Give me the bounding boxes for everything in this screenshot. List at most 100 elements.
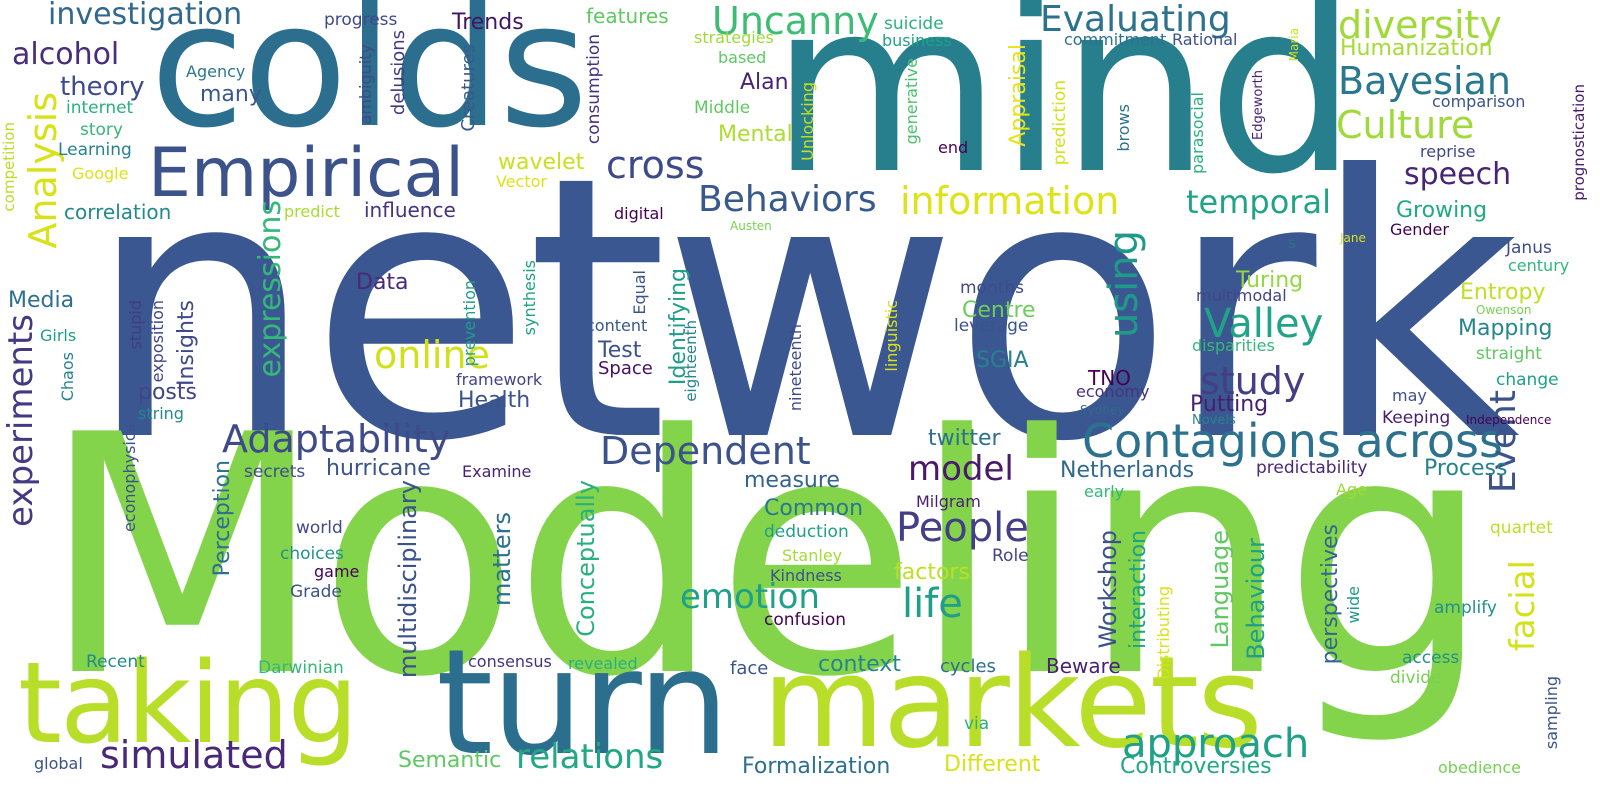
word-different: Different xyxy=(944,752,1041,777)
word-conceptually: Conceptually xyxy=(572,480,600,637)
word-formalization: Formalization xyxy=(742,754,891,779)
word-evaluating: Evaluating xyxy=(1040,0,1231,40)
word-adaptability: Adaptability xyxy=(222,417,451,461)
word-bayesian: Bayesian xyxy=(1338,59,1511,103)
word-growing: Growing xyxy=(1396,198,1488,223)
word-prediction: prediction xyxy=(1050,80,1070,166)
word-markets: markets xyxy=(762,629,1263,776)
word-amplify: amplify xyxy=(1434,598,1497,618)
word-analysis: Analysis xyxy=(21,92,65,249)
word-end: end xyxy=(938,138,969,157)
word-matters: matters xyxy=(488,512,516,607)
word-wide: wide xyxy=(1344,586,1363,624)
word-deduction: deduction xyxy=(764,522,849,542)
word-interaction: interaction xyxy=(1126,530,1151,649)
word-chaos: Chaos xyxy=(58,352,77,402)
word-process: Process xyxy=(1424,456,1508,481)
word-janus: Janus xyxy=(1506,238,1552,258)
word-investigation: investigation xyxy=(48,0,243,32)
word-game: game xyxy=(314,562,360,581)
word-competition: competition xyxy=(0,122,18,212)
word-world: world xyxy=(296,518,343,538)
word-stupid: stupid xyxy=(126,300,145,350)
word-wavelet: wavelet xyxy=(498,150,585,175)
word-modeling: Modeling xyxy=(40,365,1492,749)
word-strategies: strategies xyxy=(694,28,774,47)
word-confusion: confusion xyxy=(764,610,847,630)
word-milgram: Milgram xyxy=(916,492,981,511)
word-netherlands: Netherlands xyxy=(1060,458,1195,483)
word-controversies: Controversies xyxy=(1120,754,1272,779)
word-via: via xyxy=(964,714,990,734)
word-obedience: obedience xyxy=(1438,758,1522,777)
word-mind: mind xyxy=(770,0,1358,227)
word-turing: Turing xyxy=(1236,268,1304,293)
word-creatures: Creatures xyxy=(458,44,479,132)
word-beware: Beware xyxy=(1046,654,1121,678)
word-novels: Novels xyxy=(1192,413,1236,428)
word-alcohol: alcohol xyxy=(12,37,120,72)
word-predictability: predictability xyxy=(1256,458,1368,478)
word-model: facial xyxy=(1503,560,1543,652)
word-girls: Girls xyxy=(40,326,77,345)
word-turn: turn xyxy=(436,618,730,788)
word-twitter: twitter xyxy=(928,426,1001,451)
word-internet: internet xyxy=(66,98,134,118)
word-months: months xyxy=(960,278,1025,298)
word-online: online xyxy=(374,333,490,377)
word-speech: speech xyxy=(1404,157,1512,192)
word-relations: relations xyxy=(516,737,664,777)
word-disparities: disparities xyxy=(1192,336,1275,355)
word-quartet: quartet xyxy=(1490,518,1553,538)
word-jane: Jane xyxy=(1340,231,1366,245)
word-leverage: leverage xyxy=(954,316,1029,336)
word-simulated: simulated xyxy=(100,733,288,777)
word-agency: Agency xyxy=(186,62,246,81)
word-comparison: comparison xyxy=(1432,92,1526,111)
word-commitment: commitment xyxy=(1064,30,1167,49)
word-based: based xyxy=(718,48,767,67)
word-cross: cross xyxy=(606,143,705,187)
word-consumption: consumption xyxy=(584,34,604,145)
word-using: using xyxy=(1101,230,1147,339)
word-secrets: secrets xyxy=(244,462,306,482)
word-parasocial: parasocial xyxy=(1188,92,1207,174)
word-correlation: correlation xyxy=(64,200,172,224)
word-approach: approach xyxy=(1122,721,1310,767)
word-life: life xyxy=(902,581,963,627)
word-features: features xyxy=(586,4,669,28)
word-diversity: diversity xyxy=(1338,3,1502,47)
word-business: business xyxy=(882,31,952,50)
word-face: face xyxy=(730,658,769,679)
word-workshop: Workshop xyxy=(1094,530,1122,649)
word-vector: Vector xyxy=(496,172,547,191)
word-alan: Alan xyxy=(740,70,789,95)
word-predict: predict xyxy=(284,202,340,221)
word-kindness: Kindness xyxy=(770,566,842,585)
word-space: Space xyxy=(598,358,653,379)
word-health: Health xyxy=(458,388,531,413)
word-middle: Middle xyxy=(694,98,751,118)
word-multidisciplinary: multidisciplinary xyxy=(394,480,422,679)
word-posts: posts xyxy=(138,380,197,405)
word-choices: choices xyxy=(280,544,344,564)
word-may: may xyxy=(1392,386,1427,405)
word-tno: TNO xyxy=(1088,366,1131,390)
word-cycles: cycles xyxy=(940,656,996,677)
word-stanley: Stanley xyxy=(782,546,843,565)
word-multimodal: multimodal xyxy=(1196,286,1287,305)
word-prognostication: prognostication xyxy=(1570,84,1588,201)
word-eighteenth: eighteenth xyxy=(682,320,700,402)
word-grade: Grade xyxy=(290,582,342,602)
word-straight: straight xyxy=(1476,344,1542,364)
word-sgia: SGIA xyxy=(976,348,1029,373)
word-generative: generative xyxy=(902,58,921,145)
word-factors: factors xyxy=(894,560,970,585)
word-distributing: Distributing xyxy=(1154,586,1173,680)
word-content: content xyxy=(586,316,648,335)
word-edgeworth: Edgeworth xyxy=(1251,70,1266,140)
word-string: string xyxy=(138,404,184,423)
word-linguistic: linguistic xyxy=(882,300,901,372)
word-temporal: temporal xyxy=(1186,183,1331,221)
word-divide: divide xyxy=(1390,668,1442,688)
